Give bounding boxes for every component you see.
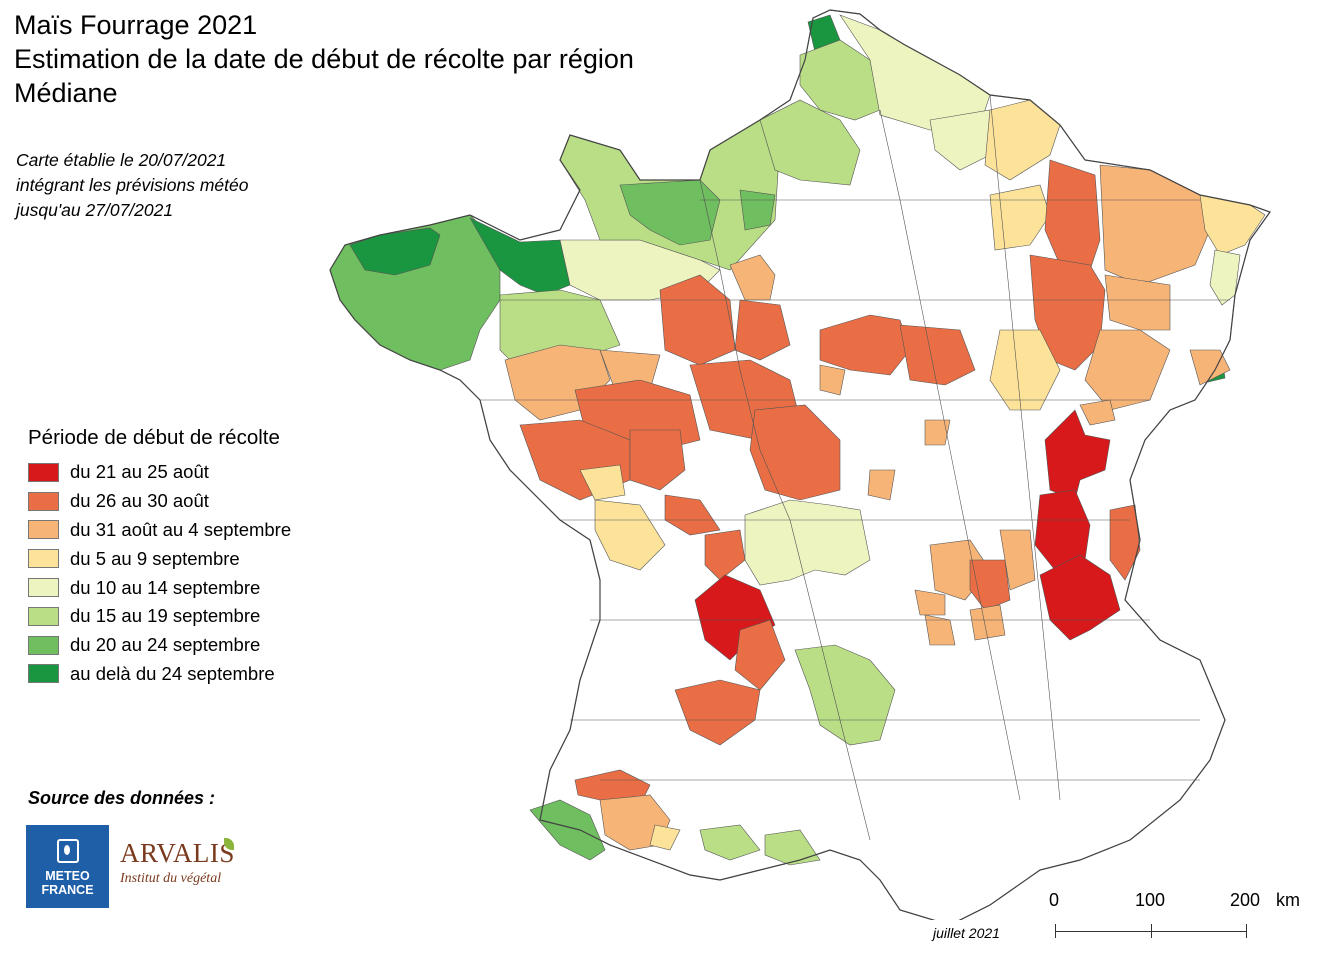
region-patch — [819, 314, 911, 376]
region-patch — [914, 589, 946, 616]
legend-swatch — [28, 635, 59, 655]
france-border — [329, 9, 1271, 920]
region-patch — [704, 529, 746, 581]
map-note: Carte établie le 20/07/2021 intégrant le… — [16, 148, 248, 223]
region-border — [989, 94, 1061, 801]
scale-unit: km — [1276, 890, 1300, 910]
legend-swatch — [28, 578, 59, 598]
agricultural-regions — [329, 9, 1271, 920]
legend-item: du 31 août au 4 septembre — [28, 516, 291, 545]
region-patch — [929, 109, 1001, 171]
region-patch — [1029, 254, 1106, 371]
legend-label: du 10 au 14 septembre — [70, 576, 261, 598]
map-date: juillet 2021 — [933, 925, 1000, 941]
legend-label: du 20 au 24 septembre — [70, 634, 261, 656]
legend-swatch — [28, 606, 59, 626]
region-patch — [649, 824, 681, 851]
legend-swatch — [28, 664, 59, 684]
region-patch — [764, 829, 821, 866]
region-patch — [989, 329, 1061, 411]
legend-swatch — [28, 462, 59, 482]
legend-title: Période de début de récolte — [28, 426, 280, 449]
arvalis-logo: ARVALIS Institut du végétal — [120, 838, 250, 898]
source-label: Source des données : — [28, 788, 216, 808]
note-line-3: jusqu'au 27/07/2021 — [16, 200, 174, 220]
region-patch — [1104, 274, 1171, 331]
region-patch — [664, 494, 721, 536]
region-patch — [729, 254, 776, 301]
region-borders — [480, 94, 1230, 841]
legend-swatch — [28, 491, 59, 511]
legend-label: du 5 au 9 septembre — [70, 547, 240, 569]
region-patch — [529, 799, 606, 861]
note-line-2: intégrant les prévisions météo — [16, 175, 249, 195]
arvalis-leaf-icon — [224, 838, 234, 850]
region-patch — [749, 404, 841, 501]
arvalis-logo-name: ARVALIS — [120, 838, 235, 868]
region-patch — [989, 184, 1051, 251]
map-statistic: Médiane — [14, 78, 118, 108]
region-patch — [734, 619, 786, 691]
region-patch — [619, 179, 721, 246]
region-patch — [744, 499, 871, 586]
meteo-france-logo-line-2: FRANCE — [41, 883, 94, 897]
region-border — [879, 109, 1021, 801]
legend: Période de début de récolte du 21 au 25 … — [28, 426, 291, 688]
scale-tick — [1055, 924, 1056, 938]
map-title-block: Maïs Fourrage 2021 Estimation de la date… — [14, 8, 634, 110]
region-patch — [924, 419, 951, 446]
france-choropleth-map — [329, 9, 1271, 920]
region-patch — [579, 464, 626, 501]
legend-item: du 20 au 24 septembre — [28, 631, 291, 660]
region-patch — [699, 824, 761, 861]
meteo-france-logo-line-1: METEO — [45, 869, 90, 883]
region-patch — [969, 604, 1006, 641]
legend-label: du 26 au 30 août — [70, 490, 209, 512]
legend-item: au delà du 24 septembre — [28, 660, 291, 689]
meteo-france-emblem-icon — [56, 839, 79, 863]
meteo-france-logo: METEO FRANCE — [26, 825, 109, 908]
legend-label: du 31 août au 4 septembre — [70, 518, 292, 540]
region-patch — [594, 499, 666, 571]
region-patch — [867, 469, 896, 501]
legend-item: du 26 au 30 août — [28, 487, 291, 516]
legend-item: du 10 au 14 septembre — [28, 573, 291, 602]
region-patch — [1079, 399, 1116, 426]
map-title: Maïs Fourrage 2021 — [14, 10, 258, 40]
region-patch — [1109, 504, 1141, 581]
legend-label: du 21 au 25 août — [70, 461, 209, 483]
region-patch — [924, 614, 956, 646]
legend-label: du 15 au 19 septembre — [70, 605, 261, 627]
region-patch — [799, 39, 881, 121]
map-subtitle: Estimation de la date de début de récolt… — [14, 44, 634, 74]
region-patch — [899, 324, 976, 386]
legend-label: au delà du 24 septembre — [70, 662, 275, 684]
region-patch — [629, 429, 686, 491]
scale-bar: 0 100 200 km — [1040, 890, 1310, 945]
legend-item: du 5 au 9 septembre — [28, 544, 291, 573]
scale-tick — [1151, 924, 1152, 938]
scale-label-0: 0 — [1049, 890, 1060, 910]
region-patch — [759, 99, 861, 186]
region-patch — [734, 299, 791, 361]
region-patch — [819, 364, 846, 396]
region-patch — [739, 189, 776, 231]
arvalis-logo-subtitle: Institut du végétal — [120, 871, 222, 886]
region-patch — [999, 529, 1036, 591]
legend-item: du 21 au 25 août — [28, 458, 291, 487]
legend-swatch — [28, 549, 59, 569]
scale-tick — [1246, 924, 1247, 938]
note-line-1: Carte établie le 20/07/2021 — [16, 150, 227, 170]
scale-label-200: 200 — [1230, 890, 1261, 910]
legend-swatch — [28, 520, 59, 540]
region-patch — [969, 559, 1011, 611]
scale-label-100: 100 — [1135, 890, 1166, 910]
legend-item: du 15 au 19 septembre — [28, 602, 291, 631]
